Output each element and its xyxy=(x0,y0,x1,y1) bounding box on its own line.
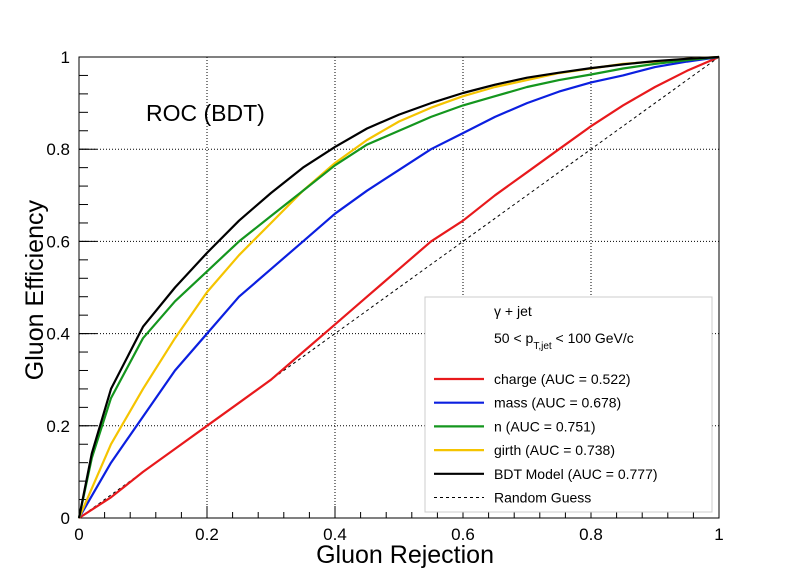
legend-label: Random Guess xyxy=(494,490,591,506)
x-tick-label: 0.8 xyxy=(579,525,603,544)
x-axis-title: Gluon Rejection xyxy=(316,541,494,569)
legend-label: n (AUC = 0.751) xyxy=(494,418,596,434)
legend: γ + jet 50 < pT,jet < 100 GeV/c charge (… xyxy=(425,297,712,512)
legend-label: girth (AUC = 0.738) xyxy=(494,442,615,458)
legend-header-suffix: < 100 GeV/c xyxy=(552,330,634,346)
legend-header-line1: γ + jet xyxy=(494,303,532,319)
legend-label: mass (AUC = 0.678) xyxy=(494,395,621,411)
y-tick-label: 1 xyxy=(61,48,70,67)
y-tick-label: 0.6 xyxy=(46,232,70,251)
legend-header-prefix: 50 < p xyxy=(494,330,534,346)
x-tick-label: 0 xyxy=(74,525,83,544)
roc-chart: 00.20.40.60.8100.20.40.60.81 ROC (BDT) G… xyxy=(0,0,798,576)
y-tick-label: 0.2 xyxy=(46,417,70,436)
chart-title: ROC (BDT) xyxy=(146,100,265,126)
y-tick-label: 0 xyxy=(61,509,70,528)
legend-label: BDT Model (AUC = 0.777) xyxy=(494,466,658,482)
legend-header-sub: T,jet xyxy=(533,341,552,352)
legend-label: charge (AUC = 0.522) xyxy=(494,371,631,387)
y-tick-label: 0.8 xyxy=(46,140,70,159)
y-axis-title: Gluon Efficiency xyxy=(21,200,49,381)
x-tick-label: 0.2 xyxy=(195,525,219,544)
y-tick-label: 0.4 xyxy=(46,325,70,344)
x-tick-label: 1 xyxy=(714,525,723,544)
